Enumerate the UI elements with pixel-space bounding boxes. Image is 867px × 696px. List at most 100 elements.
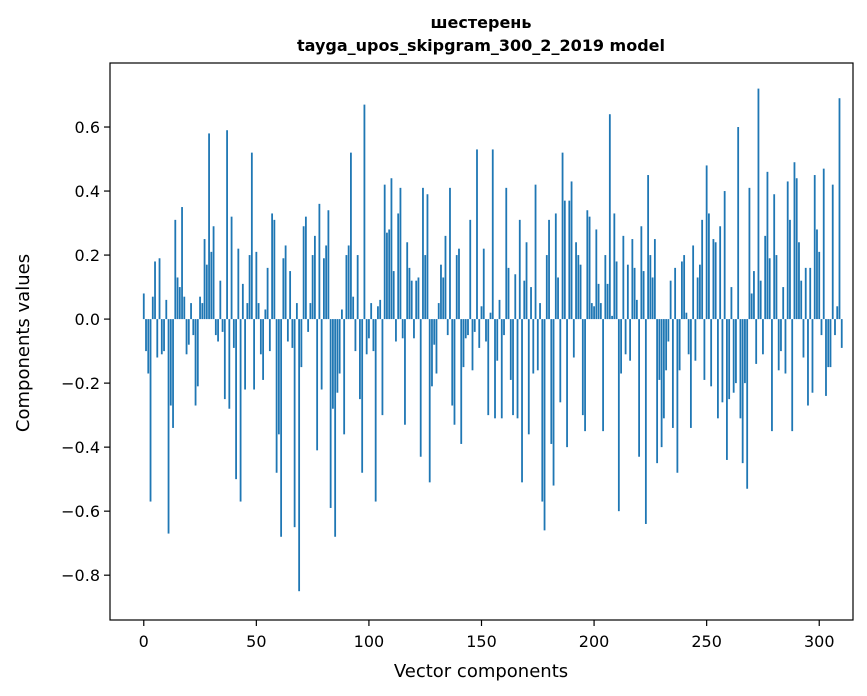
bar	[374, 319, 377, 502]
bar	[782, 287, 785, 320]
bar	[750, 293, 753, 320]
bar	[737, 127, 740, 320]
bar	[597, 283, 600, 320]
bar	[199, 296, 201, 320]
bar	[408, 267, 411, 320]
bar	[322, 258, 325, 320]
bar	[570, 181, 573, 320]
bar	[149, 319, 152, 502]
bar	[471, 319, 474, 371]
bar	[268, 319, 271, 352]
bar	[543, 319, 546, 531]
bar	[223, 319, 226, 400]
bar	[476, 149, 478, 320]
bar	[732, 319, 735, 393]
chart-title-line-1: шестерень	[431, 13, 532, 32]
bar	[566, 319, 568, 448]
bar	[696, 277, 699, 320]
bar	[491, 149, 494, 320]
bar	[361, 319, 364, 473]
bar	[644, 319, 647, 524]
bar	[316, 319, 319, 451]
bar	[473, 319, 476, 332]
bar	[309, 303, 312, 320]
bar	[674, 267, 677, 320]
bar	[482, 248, 485, 320]
bar	[548, 219, 550, 320]
bar	[210, 251, 213, 320]
bar	[183, 296, 186, 320]
bar	[163, 319, 165, 352]
bar	[559, 319, 562, 403]
bar	[356, 255, 359, 320]
bar	[401, 319, 404, 339]
bar	[748, 187, 751, 320]
bar	[678, 319, 681, 371]
bar	[617, 319, 620, 512]
bar	[739, 319, 742, 419]
bar	[271, 213, 274, 320]
x-axis-ticks: 0 50 100 150 200 250 300	[139, 620, 835, 651]
bar	[816, 229, 818, 320]
bar	[377, 306, 379, 320]
bar	[255, 251, 258, 320]
bar	[212, 226, 215, 320]
bar	[651, 277, 654, 320]
bar	[554, 213, 557, 320]
x-tick-label: 150	[466, 632, 497, 651]
bar	[433, 319, 436, 345]
bar	[633, 267, 636, 320]
bar	[820, 319, 823, 336]
bar	[802, 319, 805, 358]
bar	[550, 319, 553, 444]
y-tick-label: 0.6	[75, 118, 100, 137]
bar	[509, 319, 512, 380]
bar	[203, 239, 206, 320]
bar	[613, 213, 616, 320]
bar	[291, 319, 294, 348]
bar	[766, 171, 769, 320]
bar	[505, 187, 508, 320]
bar	[167, 319, 170, 534]
bar	[241, 283, 244, 320]
bar	[708, 213, 710, 320]
bar	[329, 319, 332, 508]
bar	[777, 319, 780, 371]
bar	[417, 277, 420, 320]
bar	[755, 319, 758, 364]
bar	[264, 309, 267, 320]
bar	[647, 175, 650, 320]
bar	[383, 184, 386, 320]
bar	[498, 299, 501, 320]
bar	[428, 319, 431, 483]
bar	[381, 319, 384, 416]
bar	[780, 319, 782, 352]
bar	[723, 191, 726, 320]
bar	[822, 168, 825, 320]
bar	[280, 319, 283, 537]
y-tick-label: −0.2	[61, 374, 100, 393]
bar	[532, 319, 535, 374]
bar	[217, 319, 219, 342]
bar	[507, 267, 510, 320]
bar	[487, 319, 490, 416]
bar	[368, 319, 370, 339]
bar	[798, 242, 800, 320]
bar	[581, 319, 584, 416]
bar	[698, 264, 701, 320]
bar	[622, 235, 625, 320]
bar	[390, 178, 393, 320]
bar	[350, 152, 352, 320]
bar	[451, 319, 454, 406]
bar	[334, 319, 337, 537]
bar	[277, 319, 280, 435]
x-tick-label: 300	[804, 632, 835, 651]
bar	[683, 255, 686, 320]
bar	[145, 319, 147, 352]
bar	[563, 200, 566, 320]
bar	[606, 283, 609, 320]
y-tick-label: 0.0	[75, 310, 100, 329]
bar	[775, 255, 778, 320]
bar	[602, 319, 604, 432]
